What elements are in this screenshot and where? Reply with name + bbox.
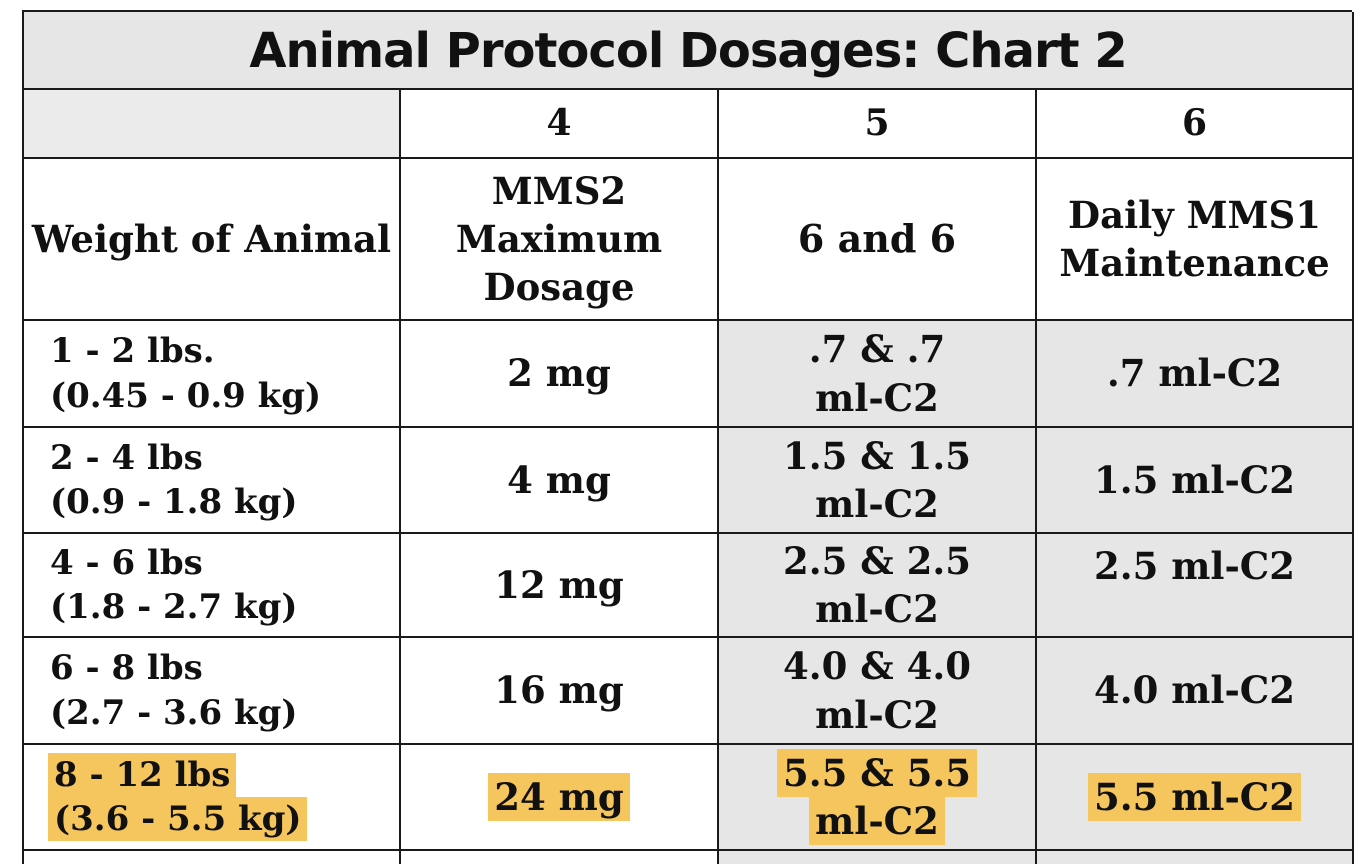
- weight-kg: (0.45 - 0.9 kg): [50, 375, 322, 416]
- table-row-weight: 1 - 2 lbs. (0.45 - 0.9 kg): [24, 321, 401, 428]
- table-row-daily-dose: 4.0 ml-C2: [1037, 638, 1354, 745]
- weight-kg: (1.8 - 2.7 kg): [50, 587, 298, 627]
- header-mms2-line-3: Dosage: [483, 265, 635, 310]
- corner-cell: [24, 90, 401, 159]
- column-number-6: 6: [1037, 90, 1354, 159]
- table-row-six-and-six: 2.5 & 2.5 ml-C2: [719, 534, 1037, 638]
- column-number-4: 4: [401, 90, 719, 159]
- table-row-weight: 2 - 4 lbs (0.9 - 1.8 kg): [24, 428, 401, 534]
- weight-kg: (2.7 - 3.6 kg): [50, 692, 298, 733]
- dosage-table: Animal Protocol Dosages: Chart 2 4 5 6 W…: [22, 10, 1354, 864]
- header-weight: Weight of Animal: [24, 159, 401, 321]
- six-and-six-dose: 4.0 & 4.0: [783, 644, 971, 689]
- weight-lbs: 2 - 4 lbs: [50, 437, 203, 478]
- header-mms2-line-2: Maximum: [455, 216, 663, 261]
- table-row-six-and-six: 4.0 & 4.0 ml-C2: [719, 638, 1037, 745]
- table-row-six-and-six-highlighted: 5.5 & 5.5 ml-C2: [719, 745, 1037, 851]
- weight-lbs: 1 - 2 lbs.: [50, 331, 215, 372]
- six-and-six-dose: 5.5 & 5.5: [777, 748, 977, 797]
- six-and-six-dose: 1.5 & 1.5: [783, 433, 971, 478]
- mms2-dose-highlight: 24 mg: [488, 772, 630, 822]
- weight-lbs: 8 - 12 lbs: [48, 752, 237, 797]
- table-row-weight: 6 - 8 lbs (2.7 - 3.6 kg): [24, 638, 401, 745]
- table-row-partial: [719, 851, 1037, 864]
- table-row-mms2-dose: 16 mg: [401, 638, 719, 745]
- six-and-six-unit: ml-C2: [815, 587, 939, 631]
- table-row-mms2-dose: 4 mg: [401, 428, 719, 534]
- column-number-5: 5: [719, 90, 1037, 159]
- header-daily-maintenance: Daily MMS1 Maintenance: [1037, 159, 1354, 321]
- table-row-daily-dose: 1.5 ml-C2: [1037, 428, 1354, 534]
- table-row-daily-dose: .7 ml-C2: [1037, 321, 1354, 428]
- table-row-weight: 4 - 6 lbs (1.8 - 2.7 kg): [24, 534, 401, 638]
- header-daily-line-2: Maintenance: [1059, 241, 1330, 285]
- six-and-six-unit: ml-C2: [815, 482, 939, 526]
- table-title: Animal Protocol Dosages: Chart 2: [24, 12, 1354, 90]
- table-row-daily-dose-highlighted: 5.5 ml-C2: [1037, 745, 1354, 851]
- table-row-partial: [401, 851, 719, 864]
- header-mms2-max-dosage: MMS2 Maximum Dosage: [401, 159, 719, 321]
- header-six-and-six: 6 and 6: [719, 159, 1037, 321]
- daily-dose-highlight: 5.5 ml-C2: [1087, 772, 1301, 822]
- six-and-six-unit: ml-C2: [815, 375, 939, 420]
- header-mms2-line-1: MMS2: [491, 168, 627, 213]
- six-and-six-unit: ml-C2: [809, 797, 945, 846]
- table-row-partial: [1037, 851, 1354, 864]
- six-and-six-unit: ml-C2: [815, 692, 939, 737]
- six-and-six-dose: .7 & .7: [808, 327, 946, 372]
- weight-kg: (3.6 - 5.5 kg): [48, 797, 308, 842]
- table-row-daily-dose: 2.5 ml-C2: [1037, 534, 1354, 638]
- table-row-partial: [24, 851, 401, 864]
- six-and-six-dose: 2.5 & 2.5: [783, 538, 971, 583]
- weight-lbs: 4 - 6 lbs: [50, 542, 203, 583]
- table-row-mms2-dose-highlighted: 24 mg: [401, 745, 719, 851]
- weight-lbs: 6 - 8 lbs: [50, 648, 203, 689]
- table-row-mms2-dose: 12 mg: [401, 534, 719, 638]
- table-row-six-and-six: 1.5 & 1.5 ml-C2: [719, 428, 1037, 534]
- table-row-weight-highlighted: 8 - 12 lbs (3.6 - 5.5 kg): [24, 745, 401, 851]
- table-row-six-and-six: .7 & .7 ml-C2: [719, 321, 1037, 428]
- table-row-mms2-dose: 2 mg: [401, 321, 719, 428]
- weight-kg: (0.9 - 1.8 kg): [50, 482, 298, 522]
- header-daily-line-1: Daily MMS1: [1068, 192, 1321, 237]
